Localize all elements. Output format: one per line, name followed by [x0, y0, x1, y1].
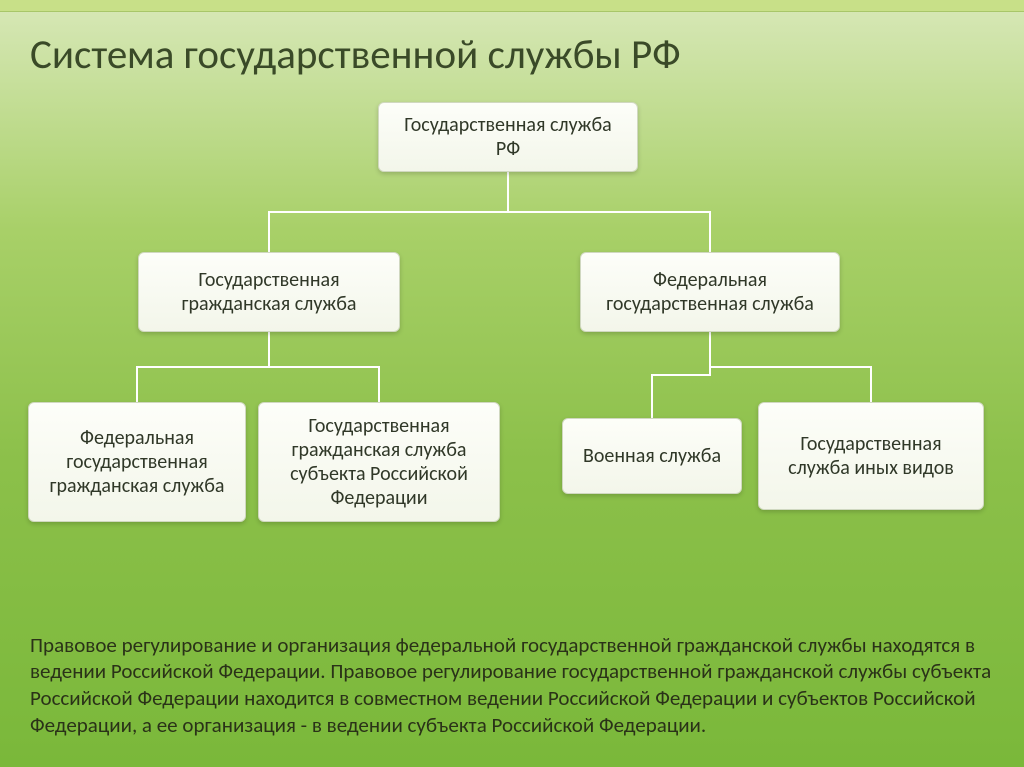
- tree-diagram: Государственная служба РФ Государственная…: [0, 102, 1024, 582]
- connector-civil-scivil: [269, 332, 379, 402]
- page-title: Система государственной службы РФ: [0, 12, 1024, 102]
- tree-node-root: Государственная служба РФ: [378, 102, 638, 172]
- connector-fed-other: [710, 332, 871, 402]
- tree-node-civil: Государственная гражданская служба: [138, 252, 400, 332]
- tree-node-fed: Федеральная государственная служба: [580, 252, 840, 332]
- tree-node-fcivil: Федеральная государственная гражданская …: [28, 402, 246, 522]
- tree-node-other: Государственная служба иных видов: [758, 402, 984, 510]
- connector-root-civil: [269, 172, 508, 252]
- connector-fed-mil: [652, 332, 710, 418]
- connector-civil-fcivil: [137, 332, 269, 402]
- footer-paragraph: Правовое регулирование и организация фед…: [30, 632, 994, 740]
- tree-node-mil: Военная служба: [562, 418, 742, 494]
- top-header-strip: [0, 0, 1024, 12]
- connector-root-fed: [508, 172, 710, 252]
- tree-node-scivil: Государственная гражданская служба субъе…: [258, 402, 500, 522]
